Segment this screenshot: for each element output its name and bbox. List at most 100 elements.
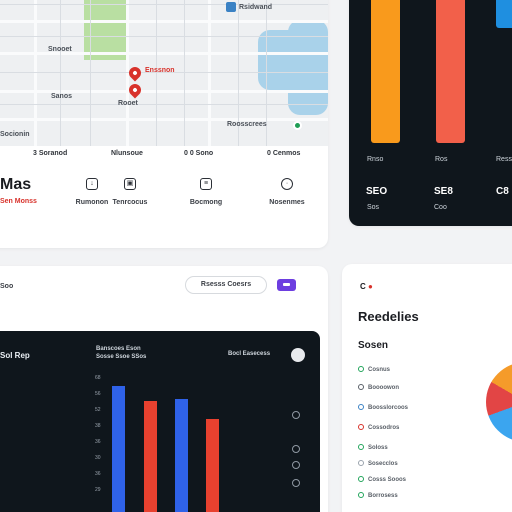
status-dot-icon xyxy=(358,476,364,482)
map-street xyxy=(90,0,91,146)
list-item-label: Cossodros xyxy=(368,425,400,431)
chart-toggle-button[interactable] xyxy=(291,348,305,362)
metric-bar-orange xyxy=(371,0,400,143)
transit-button[interactable]: ▣ Tenrcocus xyxy=(100,178,160,206)
list-item-label: Cosnus xyxy=(368,367,391,373)
series-toggle-icon[interactable] xyxy=(292,479,300,487)
y-tick: 29 xyxy=(95,487,101,493)
list-item[interactable]: Boosslorcoos xyxy=(358,404,408,414)
map-street xyxy=(0,104,328,105)
list-item[interactable]: Cosss Sooos xyxy=(358,476,406,486)
map-stat: Nlunsoue xyxy=(111,150,143,157)
map-place-label: Rsidwand xyxy=(239,4,273,11)
status-dot-icon xyxy=(358,444,364,450)
map-street-label: Rooet xyxy=(118,100,138,107)
map-street xyxy=(0,36,328,37)
metric-bar-red xyxy=(436,0,465,143)
series-toggle-icon[interactable] xyxy=(292,411,300,419)
map-view[interactable]: Rsidwand Enssnon Roosscrees Snooet Rooet… xyxy=(0,0,328,146)
chart-container: Sol Rep Banscoes Eson Sosse Ssoe SSos Bo… xyxy=(0,331,320,512)
filter-select[interactable]: Rsesss Coesrs xyxy=(185,276,267,294)
download-button[interactable]: ↓ Rumonon xyxy=(62,178,122,206)
series-toggle-icon[interactable] xyxy=(292,461,300,469)
clock-icon: · xyxy=(281,178,293,190)
y-tick: 56 xyxy=(95,391,101,397)
list-item[interactable]: Cossodros xyxy=(358,424,399,434)
time-button[interactable]: · Nosenmes xyxy=(257,178,317,206)
metric-sublabel: Coo xyxy=(434,204,447,211)
status-dot-icon xyxy=(358,384,364,390)
list-item-label: Cosss Sooos xyxy=(368,477,407,483)
river-area xyxy=(288,20,328,115)
y-tick: 52 xyxy=(95,407,101,413)
action-label: Rumonon xyxy=(75,199,109,206)
map-street-label: Sanos xyxy=(51,93,73,100)
panel-title: Soo xyxy=(0,283,14,290)
map-card: Rsidwand Enssnon Roosscrees Snooet Rooet… xyxy=(0,0,328,248)
map-road xyxy=(34,0,37,146)
menu-icon xyxy=(283,283,290,286)
metric-value: C8 xyxy=(496,186,509,197)
list-item-label: Sosecclos xyxy=(368,461,398,467)
map-pin-icon[interactable] xyxy=(126,81,144,99)
chart-legend: Banscoes Eson Sosse Ssoe SSos xyxy=(96,345,146,361)
action-label: Nosenmes xyxy=(269,199,305,206)
metric-label: Rnso xyxy=(367,156,384,163)
chart-title: Sol Rep xyxy=(0,351,30,360)
map-street xyxy=(60,0,61,146)
y-tick: 30 xyxy=(95,455,101,461)
metric-sublabel: Sos xyxy=(367,204,380,211)
map-road xyxy=(0,90,328,93)
checklist-card: C ● Reedelies Sosen Cosnus Boooowon Boos… xyxy=(342,264,512,512)
map-street xyxy=(0,4,328,5)
status-dot-icon xyxy=(358,424,364,430)
list-item-label: Borrosess xyxy=(368,493,398,499)
list-item[interactable]: Sosecclos xyxy=(358,460,398,470)
legend-line: Sosse Ssoe SSos xyxy=(96,354,147,360)
legend-line: Banscoes Eson xyxy=(96,346,141,352)
drive-button[interactable]: ≡ Bocmong xyxy=(176,178,236,206)
list-item[interactable]: Boooowon xyxy=(358,384,399,394)
menu-button[interactable] xyxy=(277,279,296,291)
action-label: Tenrcocus xyxy=(112,199,148,206)
series-toggle-icon[interactable] xyxy=(292,445,300,453)
map-marker-icon[interactable] xyxy=(226,2,236,12)
header-icons: C ● xyxy=(360,282,373,291)
map-stat: 0 Cenmos xyxy=(267,150,301,157)
list-item[interactable]: Soloss xyxy=(358,444,388,454)
map-street xyxy=(0,72,328,73)
map-street xyxy=(238,0,239,146)
y-tick: 38 xyxy=(95,423,101,429)
map-street-label: Socionin xyxy=(0,131,30,138)
car-icon: ≡ xyxy=(200,178,212,190)
map-street-label: Snooet xyxy=(48,46,72,53)
status-dot-icon xyxy=(358,460,364,466)
list-item[interactable]: Cosnus xyxy=(358,366,390,376)
map-street xyxy=(266,0,267,146)
chart-bar-red xyxy=(144,401,157,512)
metric-value: SEO xyxy=(366,186,388,197)
chart-bar-blue xyxy=(175,399,188,512)
metric-label: Ros xyxy=(435,156,448,163)
card-subtitle: Sosen xyxy=(358,340,389,351)
record-icon: ● xyxy=(368,282,373,291)
map-card-subtitle: Sen Monss xyxy=(0,198,37,205)
status-dot-icon xyxy=(358,366,364,372)
map-road xyxy=(208,0,211,146)
map-place-label: Roosscrees xyxy=(227,121,267,128)
park-area xyxy=(84,0,126,60)
map-stat: 0 0 Sono xyxy=(184,150,214,157)
map-pin-icon[interactable] xyxy=(126,64,144,82)
list-item[interactable]: Borrosess xyxy=(358,492,398,502)
status-dot-icon xyxy=(358,492,364,498)
metric-bar-blue xyxy=(496,0,512,28)
chart-legend: Bocl Easecess xyxy=(228,351,271,357)
y-tick: 36 xyxy=(95,471,101,477)
metric-value: SE8 xyxy=(434,186,453,197)
action-label: Bocmong xyxy=(189,199,223,206)
metrics-card: Rnso Ros Ress SEO SE8 C8 Sos Coo xyxy=(349,0,512,226)
map-stat: 3 Soranod xyxy=(33,150,68,157)
y-tick: 68 xyxy=(95,375,101,381)
map-road xyxy=(0,20,328,23)
map-pin-label: Enssnon xyxy=(145,67,175,74)
